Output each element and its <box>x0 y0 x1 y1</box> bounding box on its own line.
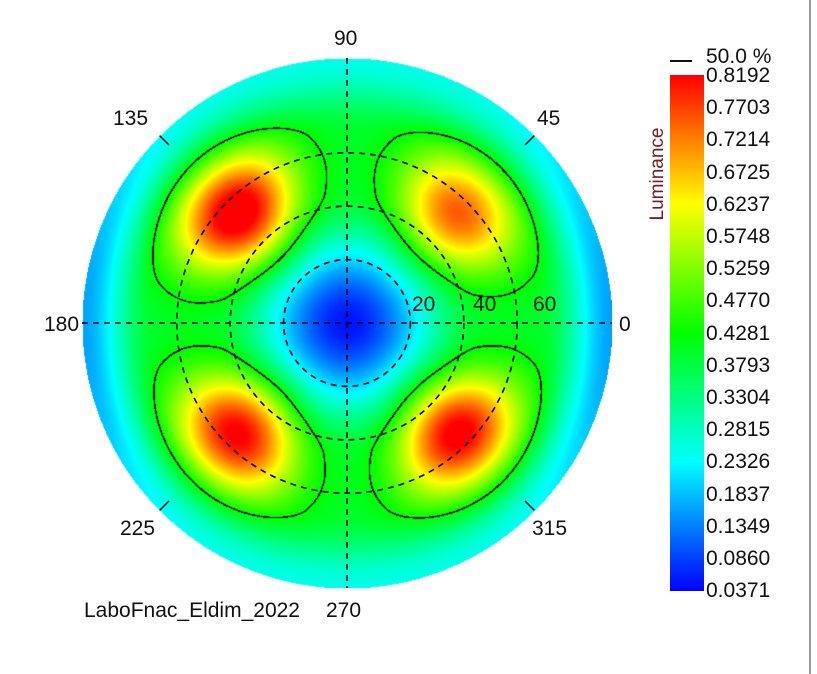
radial-label-20: 20 <box>412 293 436 316</box>
angle-label-270: 270 <box>326 599 362 622</box>
window-border <box>809 0 811 674</box>
contour-key-line <box>670 60 692 62</box>
colorbar-tick-label: 0.5748 <box>706 225 771 248</box>
colorbar-tick-label: 0.2815 <box>706 418 771 442</box>
angle-label-180: 180 <box>44 313 80 336</box>
angle-label-0: 0 <box>619 313 631 336</box>
colorbar-tick-label: 0.1837 <box>706 482 771 506</box>
colorbar-tick-label: 0.0860 <box>706 547 771 570</box>
tick-225 <box>159 500 170 511</box>
colorbar-tick-label: 0.8192 <box>706 64 771 87</box>
colorbar-tick-label: 0.5259 <box>706 257 771 281</box>
angle-label-135: 135 <box>113 107 149 130</box>
colorbar-tick-label: 0.0371 <box>706 579 771 603</box>
colorbar-tick-label: 0.6725 <box>706 160 771 184</box>
radial-label-60: 60 <box>533 293 557 316</box>
colorbar-title: Luminance <box>647 127 668 221</box>
tick-45 <box>524 135 535 146</box>
angle-label-90: 90 <box>334 27 358 50</box>
colorbar-tick-label: 0.6237 <box>706 192 771 216</box>
angle-label-315: 315 <box>532 517 568 540</box>
contour-key-label: 50.0 % <box>706 45 772 68</box>
colorbar-tick-label: 0.4770 <box>706 289 771 313</box>
colorbar-tick-label: 0.7703 <box>706 96 771 120</box>
angle-label-45: 45 <box>537 107 561 130</box>
angle-label-225: 225 <box>120 517 156 540</box>
tick-135 <box>159 135 170 146</box>
colorbar <box>670 75 704 591</box>
polar-grid <box>82 58 612 588</box>
colorbar-tick-label: 0.1349 <box>706 514 771 538</box>
tick-315 <box>524 500 535 511</box>
radial-label-40: 40 <box>473 293 497 316</box>
colorbar-tick-label: 0.2326 <box>706 450 771 474</box>
ring-60 <box>175 151 519 495</box>
polar-plot <box>82 58 612 588</box>
footer-label: LaboFnac_Eldim_2022 <box>84 599 300 622</box>
colorbar-tick-label: 0.3793 <box>706 353 771 377</box>
colorbar-tick-label: 0.3304 <box>706 386 771 409</box>
colorbar-tick-label: 0.4281 <box>706 321 771 345</box>
colorbar-tick-label: 0.7214 <box>706 128 771 152</box>
